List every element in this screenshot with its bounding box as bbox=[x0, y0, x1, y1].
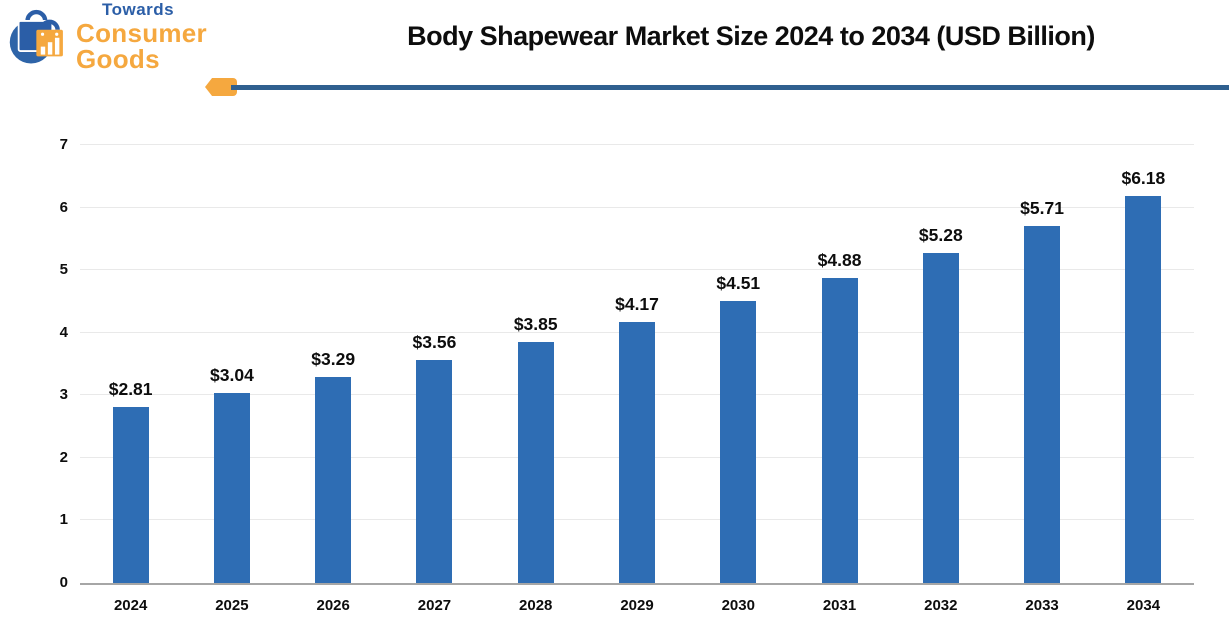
value-label-2024: $2.81 bbox=[108, 379, 153, 400]
y-axis-tick-6: 6 bbox=[59, 198, 68, 216]
value-label-2034: $6.18 bbox=[1121, 168, 1166, 189]
y-axis-tick-0: 0 bbox=[59, 574, 68, 591]
x-axis-tick-2030: 2030 bbox=[721, 597, 755, 614]
value-label-2026: $3.29 bbox=[311, 349, 356, 370]
y-axis-tick-4: 4 bbox=[59, 323, 68, 341]
bar-2030 bbox=[720, 300, 757, 583]
x-axis-tick-2024: 2024 bbox=[113, 597, 148, 614]
logo-towards-text: Towards bbox=[102, 0, 175, 19]
value-label-2033: $5.71 bbox=[1020, 197, 1064, 218]
value-label-2031: $4.88 bbox=[817, 249, 862, 270]
x-axis-tick-2034: 2034 bbox=[1126, 597, 1161, 614]
bar-2033 bbox=[1024, 225, 1061, 583]
gridline-6 bbox=[80, 206, 1194, 208]
value-label-2029: $4.17 bbox=[615, 294, 659, 315]
x-axis-tick-2031: 2031 bbox=[822, 597, 857, 614]
y-axis-tick-3: 3 bbox=[59, 386, 68, 404]
value-label-2027: $3.56 bbox=[412, 332, 457, 353]
value-label-2030: $4.51 bbox=[716, 272, 761, 293]
x-axis-tick-2029: 2029 bbox=[620, 597, 654, 614]
divider-line bbox=[231, 85, 1229, 90]
y-axis-tick-1: 1 bbox=[59, 511, 68, 529]
logo-text: Towards Consumer Goods bbox=[76, 1, 293, 72]
bar-2034 bbox=[1125, 196, 1162, 583]
value-label-2032: $5.28 bbox=[918, 224, 963, 245]
left-arrow-tag-icon bbox=[205, 78, 237, 96]
value-label-2025: $3.04 bbox=[210, 364, 254, 385]
chart-title: Body Shapewear Market Size 2024 to 2034 … bbox=[407, 20, 1095, 51]
bar-2027 bbox=[416, 360, 453, 583]
header: Towards Consumer Goods Body Shapewear Ma… bbox=[0, 0, 1229, 72]
logo-consumer-goods-text: Consumer Goods bbox=[76, 17, 207, 74]
x-axis-tick-2027: 2027 bbox=[417, 597, 452, 614]
bar-2031 bbox=[821, 277, 858, 583]
bar-chart-plot-area: 0 1 2 3 4 5 6 7 $2.81 2024 $3.04 2025 $3.29 2026 $3.56… bbox=[60, 136, 1194, 614]
y-axis-tick-7: 7 bbox=[59, 136, 68, 153]
bar-2024 bbox=[112, 407, 149, 583]
bar-2025 bbox=[213, 392, 250, 583]
x-axis-tick-2025: 2025 bbox=[215, 597, 249, 614]
x-axis-tick-2028: 2028 bbox=[519, 597, 553, 614]
y-axis-tick-2: 2 bbox=[59, 448, 68, 466]
x-axis-tick-2032: 2032 bbox=[924, 597, 958, 614]
shopping-bags-icon bbox=[8, 5, 70, 67]
bar-2029 bbox=[619, 322, 655, 583]
x-axis-tick-2033: 2033 bbox=[1025, 597, 1059, 614]
logo: Towards Consumer Goods bbox=[0, 1, 293, 72]
bar-2032 bbox=[922, 252, 959, 583]
x-axis-tick-2026: 2026 bbox=[316, 597, 350, 614]
bar-2026 bbox=[315, 377, 352, 583]
gridline-5 bbox=[80, 269, 1194, 271]
bar-2028 bbox=[517, 342, 554, 583]
value-label-2028: $3.85 bbox=[513, 314, 558, 335]
y-axis-tick-5: 5 bbox=[59, 261, 68, 279]
gridline-7 bbox=[80, 144, 1194, 145]
title-divider bbox=[205, 78, 1229, 96]
